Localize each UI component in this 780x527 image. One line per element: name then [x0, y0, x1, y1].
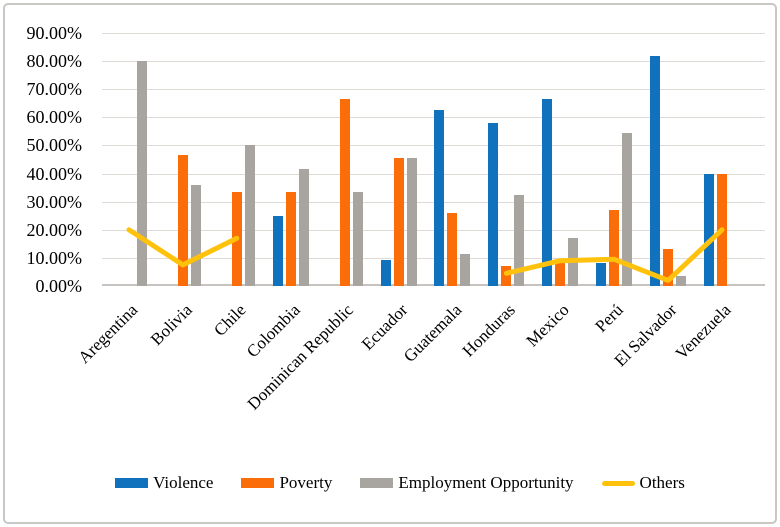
x-axis-label-venezuela: Venezuela [671, 300, 735, 364]
bar-poverty-colombia [285, 192, 296, 286]
gridline-90 [102, 33, 765, 34]
bar-violence-ecuador [380, 260, 391, 286]
bar-poverty-mexico [555, 262, 566, 286]
others-line-layer [126, 227, 725, 283]
bar-violence-honduras [488, 122, 499, 286]
bar-employment-opportunity-per [622, 132, 633, 286]
category-slot-per [587, 33, 641, 286]
bar-poverty-el-salvador [663, 249, 674, 286]
category-slot-guatemala [426, 33, 480, 286]
bar-poverty-dominican-republic [339, 98, 350, 286]
bar-poverty-honduras [501, 266, 512, 286]
y-axis-tick-label-50: 50.00% [26, 135, 83, 156]
category-slot-honduras [479, 33, 533, 286]
gridline-70 [102, 89, 765, 90]
legend-item-violence: Violence [115, 473, 213, 493]
legend-item-poverty: Poverty [241, 473, 332, 493]
x-axis-label-dominican-republic: Dominican Republic [244, 300, 358, 414]
y-axis-tick-label-10: 10.00% [26, 247, 83, 268]
gridline-30 [102, 202, 765, 203]
bar-violence-guatemala [434, 110, 445, 286]
x-axis-label-mexico: Mexico [522, 300, 574, 351]
bar-violence-per [596, 262, 607, 286]
x-axis-label-chile: Chile [210, 300, 250, 340]
x-axis-label-guatemala: Guatemala [399, 300, 466, 366]
x-axis-label-ecuador: Ecuador [357, 300, 412, 354]
gridline-80 [102, 61, 765, 62]
gridline-10 [102, 258, 765, 259]
legend-swatch-poverty [241, 478, 275, 488]
gridline-20 [102, 230, 765, 231]
bar-violence-colombia [272, 215, 283, 286]
legend-item-employment-opportunity: Employment Opportunity [360, 473, 574, 493]
gridline-40 [102, 174, 765, 175]
bar-violence-venezuela [704, 173, 715, 286]
bar-violence-el-salvador [650, 55, 661, 286]
x-axis-label-honduras: Honduras [458, 300, 520, 361]
category-slot-aregentina [102, 33, 156, 286]
gridline-60 [102, 117, 765, 118]
category-slot-bolivia [156, 33, 210, 286]
category-slot-colombia [264, 33, 318, 286]
y-axis-tick-label-90: 90.00% [26, 23, 83, 43]
bar-poverty-ecuador [393, 158, 404, 286]
legend-item-others: Others [601, 473, 685, 493]
bar-employment-opportunity-honduras [514, 194, 525, 286]
y-axis-tick-label-30: 30.00% [26, 191, 83, 212]
bar-employment-opportunity-el-salvador [676, 276, 687, 286]
y-axis-tick-label-80: 80.00% [26, 51, 83, 72]
bar-poverty-bolivia [177, 155, 188, 286]
plot-area [102, 33, 765, 286]
bar-violence-mexico [542, 99, 553, 286]
line-others [126, 227, 725, 283]
bar-employment-opportunity-colombia [298, 168, 309, 286]
bar-employment-opportunity-guatemala [460, 253, 471, 286]
y-axis-tick-label-40: 40.00% [26, 163, 83, 184]
bar-employment-opportunity-aregentina [136, 61, 147, 286]
legend-swatch-employment-opportunity [360, 478, 394, 488]
category-slot-el-salvador [641, 33, 695, 286]
legend-label-violence: Violence [153, 473, 214, 492]
gridline-50 [102, 145, 765, 146]
bar-employment-opportunity-chile [244, 145, 255, 286]
bar-employment-opportunity-dominican-republic [352, 192, 363, 286]
category-slot-dominican-republic [318, 33, 372, 286]
bar-employment-opportunity-ecuador [406, 158, 417, 286]
bar-poverty-per [609, 210, 620, 286]
legend-label-employment-opportunity: Employment Opportunity [398, 473, 574, 492]
x-axis-label-per: Perú [591, 300, 627, 336]
x-axis-label-aregentina: Aregentina [74, 300, 142, 368]
bar-employment-opportunity-bolivia [190, 184, 201, 286]
y-axis-tick-label-60: 60.00% [26, 107, 83, 128]
x-axis-line [102, 284, 765, 286]
legend-swatch-violence [115, 478, 149, 488]
legend-swatch-others [601, 480, 635, 486]
legend-label-poverty: Poverty [279, 473, 333, 492]
category-slot-ecuador [372, 33, 426, 286]
legend: Violence Poverty Employment Opportunity … [20, 470, 780, 496]
x-axis-label-bolivia: Bolivia [146, 300, 196, 350]
y-axis-tick-label-0: 0.00% [35, 276, 83, 296]
legend-label-others: Others [639, 473, 685, 492]
y-axis-tick-label-70: 70.00% [26, 79, 83, 100]
bar-poverty-guatemala [447, 212, 458, 286]
y-axis-tick-label-20: 20.00% [26, 219, 83, 240]
